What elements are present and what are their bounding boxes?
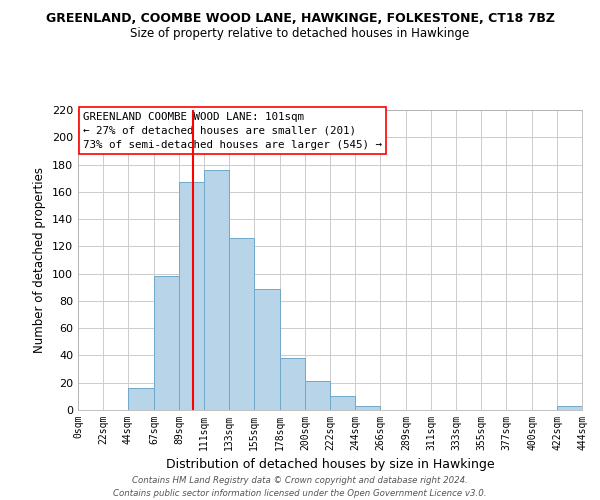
Text: GREENLAND, COOMBE WOOD LANE, HAWKINGE, FOLKESTONE, CT18 7BZ: GREENLAND, COOMBE WOOD LANE, HAWKINGE, F… (46, 12, 554, 26)
Text: GREENLAND COOMBE WOOD LANE: 101sqm
← 27% of detached houses are smaller (201)
73: GREENLAND COOMBE WOOD LANE: 101sqm ← 27%… (83, 112, 382, 150)
Bar (204, 170, 229, 410)
Bar (229, 238, 254, 410)
Y-axis label: Number of detached properties: Number of detached properties (34, 167, 46, 353)
X-axis label: Distribution of detached houses by size in Hawkinge: Distribution of detached houses by size … (166, 458, 494, 471)
Bar (128, 388, 154, 410)
Bar (305, 382, 330, 410)
Bar (355, 406, 380, 410)
Text: Contains HM Land Registry data © Crown copyright and database right 2024.
Contai: Contains HM Land Registry data © Crown c… (113, 476, 487, 498)
Text: Size of property relative to detached houses in Hawkinge: Size of property relative to detached ho… (130, 28, 470, 40)
Bar (557, 406, 582, 410)
Bar (254, 288, 280, 410)
Bar (179, 182, 204, 410)
Bar (330, 396, 355, 410)
Bar (154, 276, 179, 410)
Bar (280, 358, 305, 410)
